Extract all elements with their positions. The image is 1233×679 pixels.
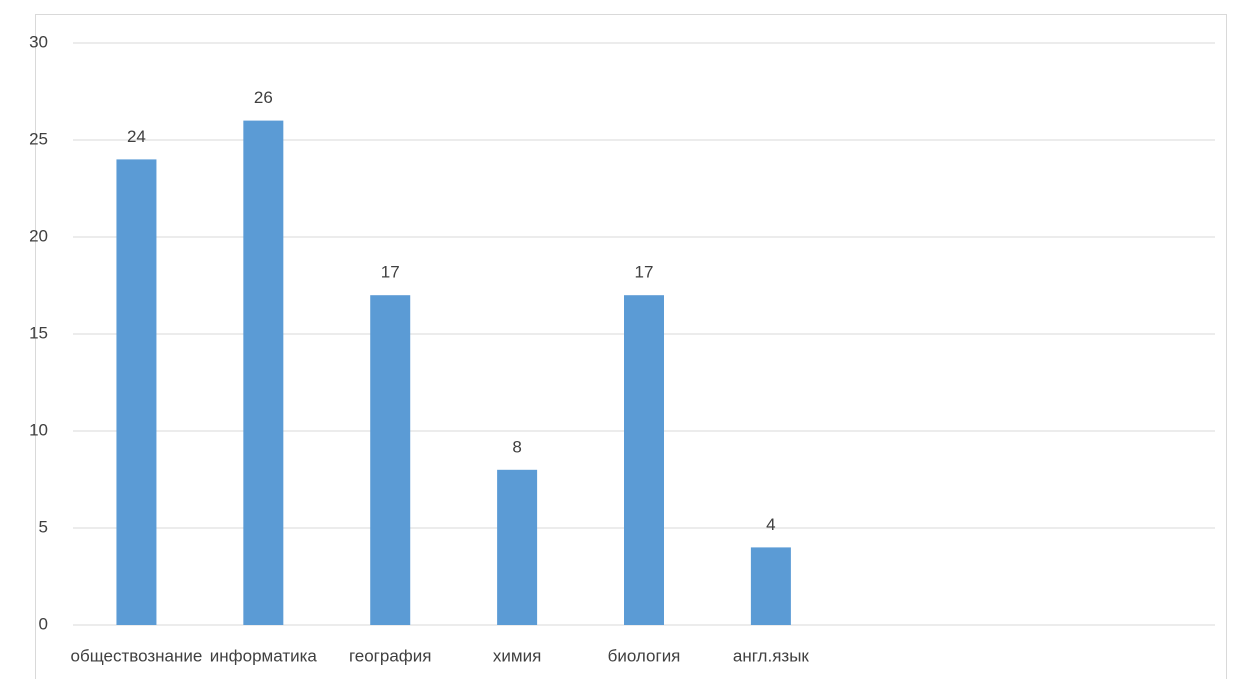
data-label: 4 bbox=[766, 515, 775, 534]
y-tick-label: 15 bbox=[29, 323, 48, 342]
chart-border bbox=[35, 14, 1227, 679]
x-tick-label: химия bbox=[493, 646, 541, 665]
y-tick-label: 0 bbox=[39, 614, 48, 633]
bar bbox=[370, 295, 411, 625]
x-tick-label: география bbox=[349, 646, 432, 665]
bar bbox=[624, 295, 664, 625]
x-tick-label: обществознание bbox=[71, 646, 203, 665]
data-label: 24 bbox=[127, 127, 146, 146]
x-tick-label: информатика bbox=[210, 646, 318, 665]
bar bbox=[116, 159, 157, 625]
x-tick-label: биология bbox=[608, 646, 681, 665]
bar bbox=[750, 547, 791, 625]
y-tick-label: 5 bbox=[39, 517, 48, 536]
bar bbox=[243, 120, 284, 625]
y-tick-label: 25 bbox=[29, 129, 48, 148]
y-tick-label: 30 bbox=[29, 32, 48, 51]
data-label: 17 bbox=[381, 263, 400, 282]
data-label: 17 bbox=[635, 263, 654, 282]
bar bbox=[497, 469, 538, 625]
data-label: 8 bbox=[512, 437, 521, 456]
y-tick-label: 10 bbox=[29, 420, 48, 439]
data-label: 26 bbox=[254, 88, 273, 107]
x-tick-label: англ.язык bbox=[733, 646, 810, 665]
y-tick-label: 20 bbox=[29, 226, 48, 245]
